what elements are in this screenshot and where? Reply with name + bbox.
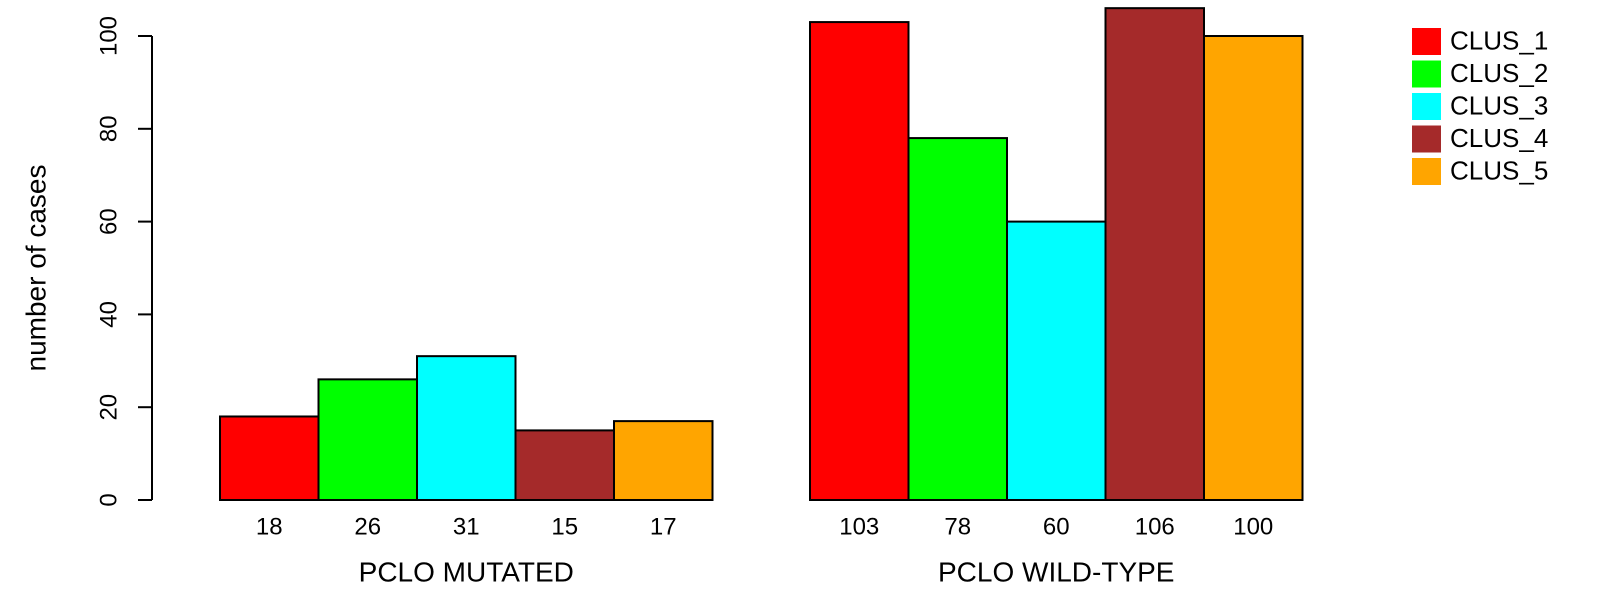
group-label: PCLO MUTATED xyxy=(359,556,574,587)
bar-value-label: 18 xyxy=(256,513,283,540)
legend-swatch-clus_2 xyxy=(1412,60,1441,88)
bar-pclo-mutated-clus_3 xyxy=(416,355,517,501)
bar-value-label: 106 xyxy=(1135,513,1175,540)
bar-pclo-mutated-clus_2 xyxy=(317,378,418,501)
bar-pclo-mutated-clus_5 xyxy=(613,420,714,501)
bar-pclo-mutated-clus_1 xyxy=(219,415,320,502)
y-axis: 0 20 40 60 80 100 xyxy=(95,16,153,507)
group-labels: PCLO MUTATED PCLO WILD-TYPE xyxy=(359,556,1175,587)
bar-value-label: 60 xyxy=(1043,513,1070,540)
y-tick-label: 20 xyxy=(95,394,122,421)
bar-pclo-wild-type-clus_2 xyxy=(907,137,1008,502)
y-tick-label: 40 xyxy=(95,301,122,328)
bar-value-label: 31 xyxy=(453,513,480,540)
bar-value-label: 103 xyxy=(839,513,879,540)
bar-pclo-wild-type-clus_3 xyxy=(1006,220,1107,501)
legend-label-clus_2: CLUS_2 xyxy=(1450,58,1548,88)
y-tick-label: 60 xyxy=(95,208,122,235)
y-axis-title: number of cases xyxy=(20,165,51,372)
legend-label-clus_3: CLUS_3 xyxy=(1450,90,1548,120)
legend-swatch-clus_5 xyxy=(1412,158,1441,185)
bar-value-label: 78 xyxy=(944,513,971,540)
legend-label-clus_5: CLUS_5 xyxy=(1450,155,1548,185)
bar-value-label: 17 xyxy=(650,513,677,540)
legend-swatch-clus_4 xyxy=(1412,125,1441,153)
bar-value-label: 100 xyxy=(1233,513,1273,540)
bar-value-label: 15 xyxy=(551,513,578,540)
bar-value-labels: 18 26 31 15 17 103 78 60 106 100 xyxy=(256,513,1273,540)
group-label: PCLO WILD-TYPE xyxy=(938,556,1174,587)
bar-pclo-wild-type-clus_5 xyxy=(1203,35,1304,501)
y-tick-label: 80 xyxy=(95,115,122,142)
legend-label-clus_4: CLUS_4 xyxy=(1450,123,1548,153)
bars xyxy=(219,7,1304,502)
bar-value-label: 26 xyxy=(354,513,381,540)
legend-swatch-clus_3 xyxy=(1412,93,1441,120)
legend-label-clus_1: CLUS_1 xyxy=(1450,25,1548,55)
bar-pclo-wild-type-clus_4 xyxy=(1104,7,1205,501)
y-tick-label: 100 xyxy=(95,16,122,56)
legend-swatch-clus_1 xyxy=(1412,28,1441,55)
bar-pclo-wild-type-clus_1 xyxy=(809,21,910,502)
y-tick-label: 0 xyxy=(95,493,122,506)
bar-pclo-mutated-clus_4 xyxy=(514,429,615,501)
